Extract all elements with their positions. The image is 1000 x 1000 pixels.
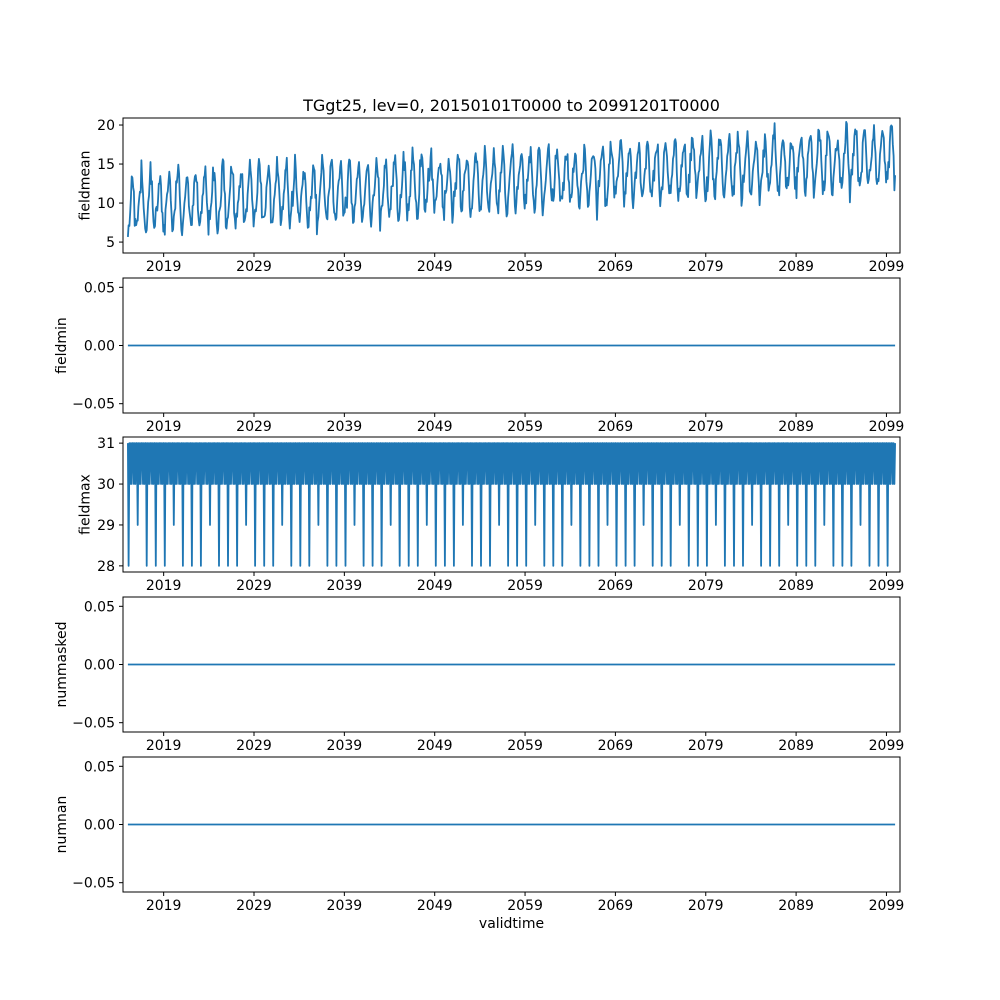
x-tick-label: 2039 — [327, 419, 363, 435]
x-tick-label: 2039 — [327, 898, 363, 914]
subplot-fieldmax: 2019 2029 2039 2049 2059 2069 2079 2089 2099 28 29… — [77, 436, 904, 594]
y-tick-label: 10 — [97, 196, 115, 212]
y-axis-label-fieldmax: fieldmax — [77, 474, 93, 535]
x-tick-label: 2099 — [869, 898, 905, 914]
x-tick-label: 2099 — [869, 738, 905, 754]
x-tick-label: 2059 — [507, 259, 543, 275]
y-tick-label: 0.00 — [84, 658, 115, 674]
x-tick-label: 2079 — [688, 419, 724, 435]
y-axis-label-nummasked: nummasked — [54, 621, 70, 707]
x-tick-label: 2059 — [507, 578, 543, 594]
x-tick-label: 2039 — [327, 259, 363, 275]
x-tick-label: 2049 — [417, 419, 453, 435]
x-tick-label: 2019 — [146, 578, 182, 594]
y-tick-label: −0.05 — [72, 397, 115, 413]
x-tick-label: 2049 — [417, 738, 453, 754]
x-tick-label: 2039 — [327, 738, 363, 754]
series-line-fieldmax — [127, 442, 896, 567]
y-tick-label: 28 — [97, 559, 115, 575]
x-tick-label: 2099 — [869, 259, 905, 275]
x-tick-label: 2069 — [598, 578, 634, 594]
x-tick-label: 2059 — [507, 738, 543, 754]
x-tick-label: 2059 — [507, 898, 543, 914]
y-tick-label: 0.05 — [84, 599, 115, 615]
x-tick-label: 2029 — [236, 898, 272, 914]
x-tick-label: 2019 — [146, 738, 182, 754]
x-tick-label: 2049 — [417, 578, 453, 594]
x-tick-label: 2069 — [598, 738, 634, 754]
x-tick-label: 2019 — [146, 419, 182, 435]
x-tick-label: 2089 — [778, 738, 814, 754]
axes-frame — [122, 117, 901, 254]
x-tick-label: 2039 — [327, 578, 363, 594]
x-tick-label: 2089 — [778, 259, 814, 275]
y-tick-label: 29 — [97, 518, 115, 534]
y-axis-label-fieldmean: fieldmean — [77, 151, 93, 221]
x-tick-label: 2019 — [146, 898, 182, 914]
x-tick-label: 2059 — [507, 419, 543, 435]
y-tick-label: 0.00 — [84, 339, 115, 355]
x-tick-label: 2029 — [236, 419, 272, 435]
subplot-nummasked: 2019 2029 2039 2049 2059 2069 2079 2089 2099 −0.0… — [54, 596, 905, 754]
x-tick-label: 2049 — [417, 898, 453, 914]
y-tick-label: 20 — [97, 118, 115, 134]
series-line-fieldmean — [127, 121, 896, 237]
y-tick-label: 15 — [97, 157, 115, 173]
x-tick-label: 2079 — [688, 898, 724, 914]
y-tick-label: 5 — [106, 235, 115, 251]
y-tick-label: 30 — [97, 477, 115, 493]
y-tick-label: 0.05 — [84, 280, 115, 296]
x-tick-label: 2089 — [778, 578, 814, 594]
x-tick-label: 2049 — [417, 259, 453, 275]
x-tick-label: 2089 — [778, 898, 814, 914]
x-tick-label: 2069 — [598, 419, 634, 435]
x-tick-label: 2019 — [146, 259, 182, 275]
x-tick-label: 2099 — [869, 578, 905, 594]
y-tick-label: 0.05 — [84, 759, 115, 775]
subplot-fieldmin: 2019 2029 2039 2049 2059 2069 2079 2089 2099 −0.0… — [54, 277, 905, 435]
x-axis-label: validtime — [479, 916, 544, 932]
x-tick-label: 2029 — [236, 259, 272, 275]
x-tick-label: 2069 — [598, 259, 634, 275]
x-tick-label: 2029 — [236, 738, 272, 754]
x-tick-label: 2079 — [688, 578, 724, 594]
x-tick-label: 2089 — [778, 419, 814, 435]
x-tick-label: 2069 — [598, 898, 634, 914]
y-axis-label-fieldmin: fieldmin — [54, 317, 70, 374]
y-tick-label: −0.05 — [72, 876, 115, 892]
axes-frame — [122, 436, 901, 573]
subplot-numnan: 2019 2029 2039 2049 2059 2069 2079 2089 2099 −0.0… — [54, 756, 905, 914]
y-axis-label-numnan: numnan — [54, 796, 70, 854]
x-tick-label: 2029 — [236, 578, 272, 594]
x-tick-label: 2099 — [869, 419, 905, 435]
figure-title: TGgt25, lev=0, 20150101T0000 to 20991201… — [302, 96, 720, 115]
y-tick-label: 0.00 — [84, 818, 115, 834]
y-tick-label: 31 — [97, 436, 115, 452]
subplot-fieldmean: 2019 2029 2039 2049 2059 2069 2079 2089 2099 5 10 1… — [77, 117, 905, 275]
x-tick-label: 2079 — [688, 259, 724, 275]
y-tick-label: −0.05 — [72, 716, 115, 732]
x-tick-label: 2079 — [688, 738, 724, 754]
